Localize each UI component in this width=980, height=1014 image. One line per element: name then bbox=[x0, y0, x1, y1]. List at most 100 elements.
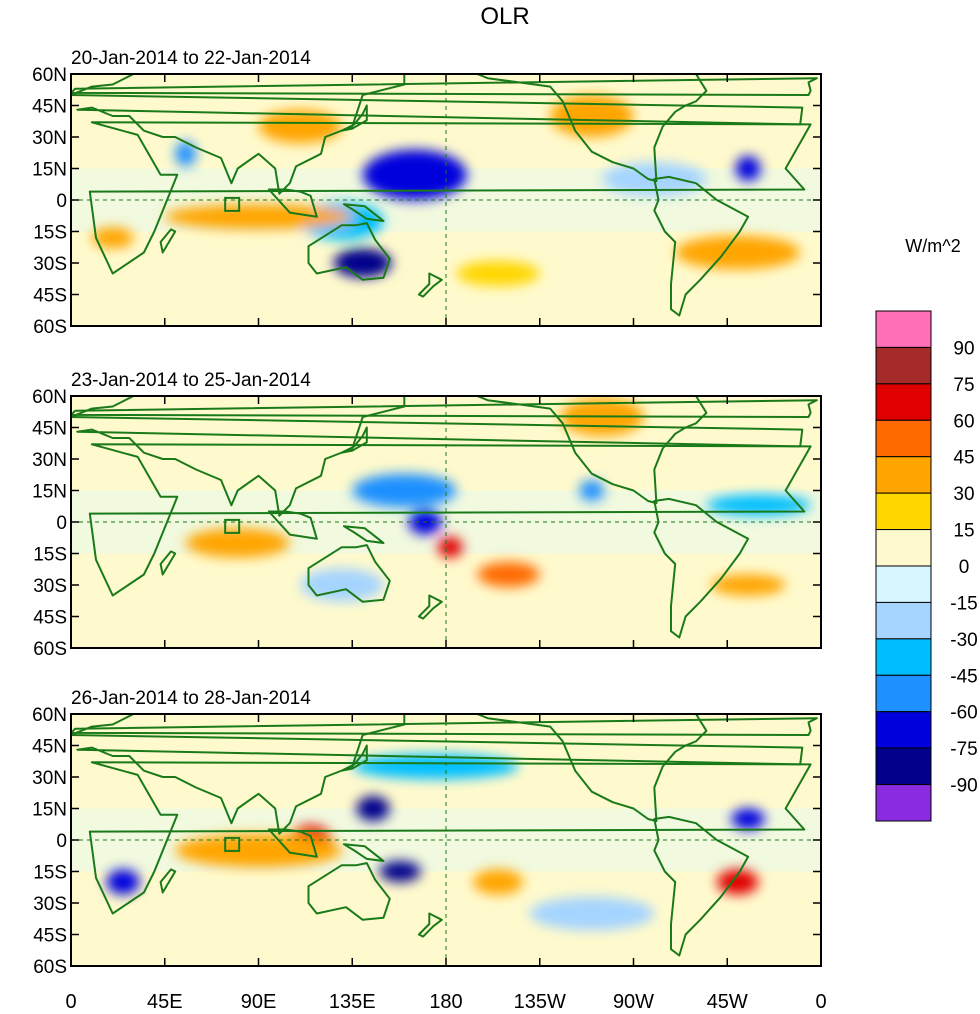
colorbar-label: -75 bbox=[950, 739, 977, 760]
lat-tick-label: 45N bbox=[32, 737, 67, 758]
lat-tick-label: 60S bbox=[33, 639, 67, 660]
continent-outline bbox=[71, 396, 804, 517]
region-box bbox=[224, 836, 241, 852]
anomaly-blob bbox=[352, 753, 519, 780]
colorbar-label: -15 bbox=[950, 593, 977, 614]
continent-outline bbox=[159, 550, 177, 576]
anomaly-blob bbox=[106, 869, 140, 895]
colorbar-label: 0 bbox=[959, 557, 970, 578]
anomaly-blob bbox=[300, 568, 384, 602]
anomaly-blob bbox=[675, 235, 801, 270]
panel-label: 23-Jan-2014 to 25-Jan-2014 bbox=[71, 370, 311, 391]
lon-tick-label: 45W bbox=[707, 991, 748, 1013]
anomaly-blob bbox=[379, 861, 421, 882]
anomaly-blob bbox=[706, 494, 811, 516]
anomaly-blob bbox=[550, 95, 634, 137]
lat-tick-label: 45S bbox=[33, 286, 67, 307]
continent-outline bbox=[159, 228, 177, 254]
colorbar-label: 75 bbox=[953, 375, 974, 396]
colorbar-label: -30 bbox=[950, 630, 977, 651]
anomaly-blob bbox=[579, 480, 605, 501]
colorbar-label: 30 bbox=[953, 484, 974, 505]
continent-outline bbox=[267, 828, 318, 858]
lat-tick-label: 15N bbox=[32, 482, 67, 503]
continent-outline bbox=[71, 77, 818, 96]
colorbar-swatch bbox=[875, 529, 932, 567]
lat-tick-label: 30S bbox=[33, 576, 67, 597]
lon-tick-label: 135E bbox=[329, 991, 376, 1013]
anomaly-blobs bbox=[91, 95, 801, 287]
continent-outline bbox=[342, 203, 385, 222]
lat-tick-label: 30N bbox=[32, 768, 67, 789]
lat-tick-label: 60S bbox=[33, 957, 67, 978]
anomaly-blob bbox=[473, 869, 524, 895]
continent-outlines bbox=[71, 714, 818, 957]
anomaly-blob bbox=[437, 536, 463, 558]
continent-outline bbox=[88, 443, 812, 597]
lat-tick-label: 30N bbox=[32, 128, 67, 149]
colorbar-swatch bbox=[875, 456, 932, 494]
continent-outline bbox=[340, 426, 368, 454]
continent-outline bbox=[340, 104, 368, 132]
lat-tick-label: 15S bbox=[33, 863, 67, 884]
colorbar-swatch bbox=[875, 383, 932, 421]
anomaly-blob bbox=[164, 204, 353, 230]
continent-outline bbox=[307, 862, 391, 921]
colorbar-label: 15 bbox=[953, 521, 974, 542]
continent-outline bbox=[267, 510, 318, 540]
continent-outline bbox=[476, 714, 708, 823]
lon-tick-label: 0 bbox=[65, 991, 76, 1013]
colorbar-swatch bbox=[875, 310, 932, 348]
colorbar-label: 60 bbox=[953, 411, 974, 432]
anomaly-blob bbox=[333, 248, 392, 278]
anomaly-blob bbox=[477, 561, 540, 588]
lat-tick-label: 30N bbox=[32, 450, 67, 471]
anomaly-blob bbox=[185, 528, 290, 558]
continent-outline bbox=[307, 222, 391, 281]
continent-outline bbox=[88, 121, 812, 275]
lon-tick-label: 90W bbox=[613, 991, 654, 1013]
continent-outline bbox=[159, 868, 177, 894]
colorbar-swatch bbox=[875, 674, 932, 713]
anomaly-blob bbox=[456, 260, 540, 287]
colorbar-swatch bbox=[875, 601, 932, 640]
longitude-axis: 0 45E 90E 135E 180 135W 90W 45W 0 bbox=[65, 991, 826, 1013]
continent-outline bbox=[71, 399, 818, 418]
lat-tick-label: 15N bbox=[32, 160, 67, 181]
map-panel: 60N 45N 30N 15N 0 15S 30S 45S 60S 23-Jan-2014 to … bbox=[32, 370, 822, 660]
colorbar-swatch bbox=[875, 419, 932, 458]
continent-outlines bbox=[71, 396, 818, 639]
colorbar-swatch bbox=[875, 638, 932, 676]
continent-outlines bbox=[71, 74, 818, 317]
continent-outline bbox=[342, 525, 385, 544]
lat-tick-label: 15S bbox=[33, 545, 67, 566]
lat-tick-label: 30S bbox=[33, 894, 67, 915]
continent-outline bbox=[653, 815, 750, 957]
anomaly-blobs bbox=[106, 753, 765, 931]
region-box bbox=[224, 196, 241, 212]
anomaly-blob bbox=[352, 473, 457, 508]
colorbar-label: -45 bbox=[950, 666, 977, 687]
colorbar-swatch bbox=[875, 346, 932, 385]
lat-tick-label: 45S bbox=[33, 608, 67, 629]
colorbar-swatch bbox=[875, 784, 932, 822]
colorbar-label: 45 bbox=[953, 448, 974, 469]
colorbar-swatch bbox=[875, 711, 932, 749]
lon-tick-label: 135W bbox=[514, 991, 566, 1013]
lat-tick-label: 15N bbox=[32, 800, 67, 821]
lat-tick-label: 45N bbox=[32, 97, 67, 118]
lon-tick-label: 0 bbox=[815, 991, 826, 1013]
continent-outline bbox=[653, 497, 750, 639]
panel-label: 26-Jan-2014 to 28-Jan-2014 bbox=[71, 688, 311, 709]
anomaly-blob bbox=[710, 574, 786, 596]
continent-outline bbox=[71, 74, 804, 195]
anomaly-blob bbox=[175, 141, 196, 167]
lat-tick-label: 0 bbox=[56, 831, 67, 852]
anomaly-blob bbox=[91, 227, 134, 249]
continent-outline bbox=[71, 717, 818, 736]
lat-tick-label: 60N bbox=[32, 65, 67, 86]
continent-outline bbox=[307, 544, 391, 603]
lon-tick-label: 90E bbox=[241, 991, 277, 1013]
chart-title: OLR bbox=[480, 3, 529, 30]
